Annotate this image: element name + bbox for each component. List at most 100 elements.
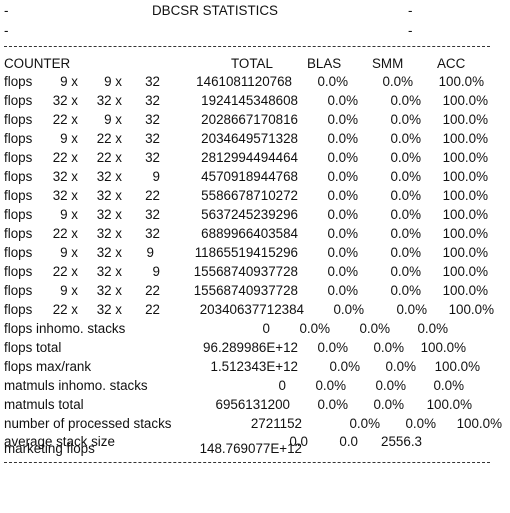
row-dim-n: 32 x: [96, 264, 122, 279]
row-blas: 0.0%: [327, 188, 358, 203]
summary-blas: 0.0: [289, 434, 308, 449]
summary-label: flops total: [4, 340, 62, 355]
header-right-dash-2: -: [408, 23, 413, 38]
summary-row-flops-inhomo: flops inhomo. stacks 0 0.0% 0.0% 0.0%: [0, 320, 510, 338]
summary-blas: 0.0%: [329, 359, 360, 374]
row-dim-m: 32 x: [52, 188, 78, 203]
row-dim-n: 9 x: [104, 74, 122, 89]
row-dim-m: 22 x: [52, 302, 78, 317]
row-label: flops: [4, 207, 33, 222]
row-acc: 100.0%: [442, 264, 488, 279]
row-total: 2812994494464: [201, 150, 298, 165]
row-smm: 0.0%: [390, 226, 421, 241]
summary-row-matmuls-inhomo: matmuls inhomo. stacks 0 0.0% 0.0% 0.0%: [0, 377, 510, 395]
column-header-row: COUNTER TOTAL BLAS SMM ACC: [0, 55, 510, 73]
row-total: 1461081120768: [196, 74, 292, 89]
row-dim-k: 32: [145, 226, 160, 241]
row-blas: 0.0%: [327, 131, 358, 146]
summary-label: number of processed stacks: [4, 416, 172, 431]
row-dim-m: 22 x: [52, 150, 78, 165]
row-blas: 0.0%: [327, 93, 358, 108]
table-row: flops 22 x 32 x 32 6889966403584 0.0% 0.…: [0, 225, 510, 243]
summary-total: 0: [262, 321, 270, 336]
row-dim-m: 22 x: [52, 226, 78, 241]
row-label: flops: [4, 131, 33, 146]
summary-acc: 2556.3: [381, 434, 422, 449]
summary-blas: 0.0%: [299, 321, 330, 336]
row-label: flops: [4, 188, 33, 203]
column-header-counter: COUNTER: [4, 56, 71, 71]
row-total: 2028667170816: [201, 112, 298, 127]
bottom-divider: [4, 462, 490, 463]
summary-row-average-stack-size: average stack size 0.0 0.0 2556.3: [0, 421, 510, 449]
summary-label: flops max/rank: [4, 359, 92, 374]
table-row: flops 32 x 32 x 22 5586678710272 0.0% 0.…: [0, 187, 510, 205]
row-blas: 0.0%: [327, 226, 358, 241]
summary-row-flops-max-rank: flops max/rank 1.512343E+12 0.0% 0.0% 10…: [0, 358, 510, 376]
row-blas: 0.0%: [327, 112, 358, 127]
summary-total: 0: [278, 378, 286, 393]
header-line-2: - -: [0, 22, 510, 40]
row-acc: 100.0%: [442, 93, 488, 108]
row-smm: 0.0%: [390, 283, 421, 298]
row-dim-m: 22 x: [52, 112, 78, 127]
summary-label: average stack size: [4, 434, 115, 449]
row-dim-k: 22: [145, 188, 160, 203]
row-dim-n: 32 x: [96, 93, 122, 108]
row-smm: 0.0%: [390, 245, 421, 260]
header-line: - DBCSR STATISTICS -: [0, 2, 510, 20]
summary-smm: 0.0%: [375, 378, 406, 393]
summary-row-matmuls-total: matmuls total 6956131200 0.0% 0.0% 100.0…: [0, 396, 510, 414]
table-row: flops 32 x 32 x 32 1924145348608 0.0% 0.…: [0, 92, 510, 110]
row-dim-n: 32 x: [96, 245, 122, 260]
row-dim-m: 9 x: [60, 283, 78, 298]
row-total: 4570918944768: [201, 169, 298, 184]
row-acc: 100.0%: [442, 169, 488, 184]
page-title: DBCSR STATISTICS: [152, 3, 278, 18]
summary-smm: 0.0%: [359, 321, 390, 336]
column-header-total: TOTAL: [231, 56, 273, 71]
table-row: flops 9 x 32 x 22 15568740937728 0.0% 0.…: [0, 282, 510, 300]
header-left-dash: -: [4, 3, 9, 18]
column-header-smm: SMM: [372, 56, 404, 71]
summary-total: 148.769077E+12: [199, 441, 302, 456]
header-left-dash-2: -: [4, 23, 9, 38]
row-dim-n: 22 x: [96, 131, 122, 146]
table-row: flops 32 x 32 x 9 4570918944768 0.0% 0.0…: [0, 168, 510, 186]
summary-blas: 0.0%: [317, 397, 348, 412]
summary-row-number-of-processed-stacks: number of processed stacks 2721152 0.0% …: [0, 405, 510, 431]
summary-smm: 0.0%: [405, 416, 436, 431]
row-acc: 100.0%: [442, 283, 488, 298]
summary-label: matmuls total: [4, 397, 84, 412]
row-dim-k: 32: [145, 207, 160, 222]
row-total: 5586678710272: [201, 188, 298, 203]
row-smm: 0.0%: [390, 150, 421, 165]
row-dim-k: 32: [145, 74, 160, 89]
row-total: 15568740937728: [193, 283, 298, 298]
row-dim-k: 9: [152, 264, 160, 279]
row-total: 5637245239296: [201, 207, 298, 222]
row-label: flops: [4, 112, 33, 127]
row-smm: 0.0%: [390, 112, 421, 127]
row-dim-n: 22 x: [96, 150, 122, 165]
row-blas: 0.0%: [327, 245, 358, 260]
summary-smm: 0.0%: [385, 359, 416, 374]
row-smm: 0.0%: [390, 264, 421, 279]
row-blas: 0.0%: [327, 169, 358, 184]
summary-row-flops-total: flops total 96.289986E+12 0.0% 0.0% 100.…: [0, 339, 510, 357]
summary-acc: 100.0%: [434, 359, 480, 374]
row-dim-m: 9 x: [60, 131, 78, 146]
table-row: flops 22 x 32 x 22 20340637712384 0.0% 0…: [0, 301, 510, 319]
row-dim-n: 32 x: [96, 283, 122, 298]
table-row: flops 22 x 22 x 32 2812994494464 0.0% 0.…: [0, 149, 510, 167]
summary-blas: 0.0%: [349, 416, 380, 431]
row-label: flops: [4, 93, 33, 108]
row-acc: 100.0%: [442, 226, 488, 241]
row-acc: 100.0%: [442, 131, 488, 146]
row-acc: 100.0%: [442, 112, 488, 127]
row-dim-k: 22: [145, 302, 160, 317]
row-dim-m: 32 x: [52, 93, 78, 108]
row-dim-n: 9 x: [104, 112, 122, 127]
summary-acc: 0.0%: [417, 321, 448, 336]
row-smm: 0.0%: [390, 131, 421, 146]
